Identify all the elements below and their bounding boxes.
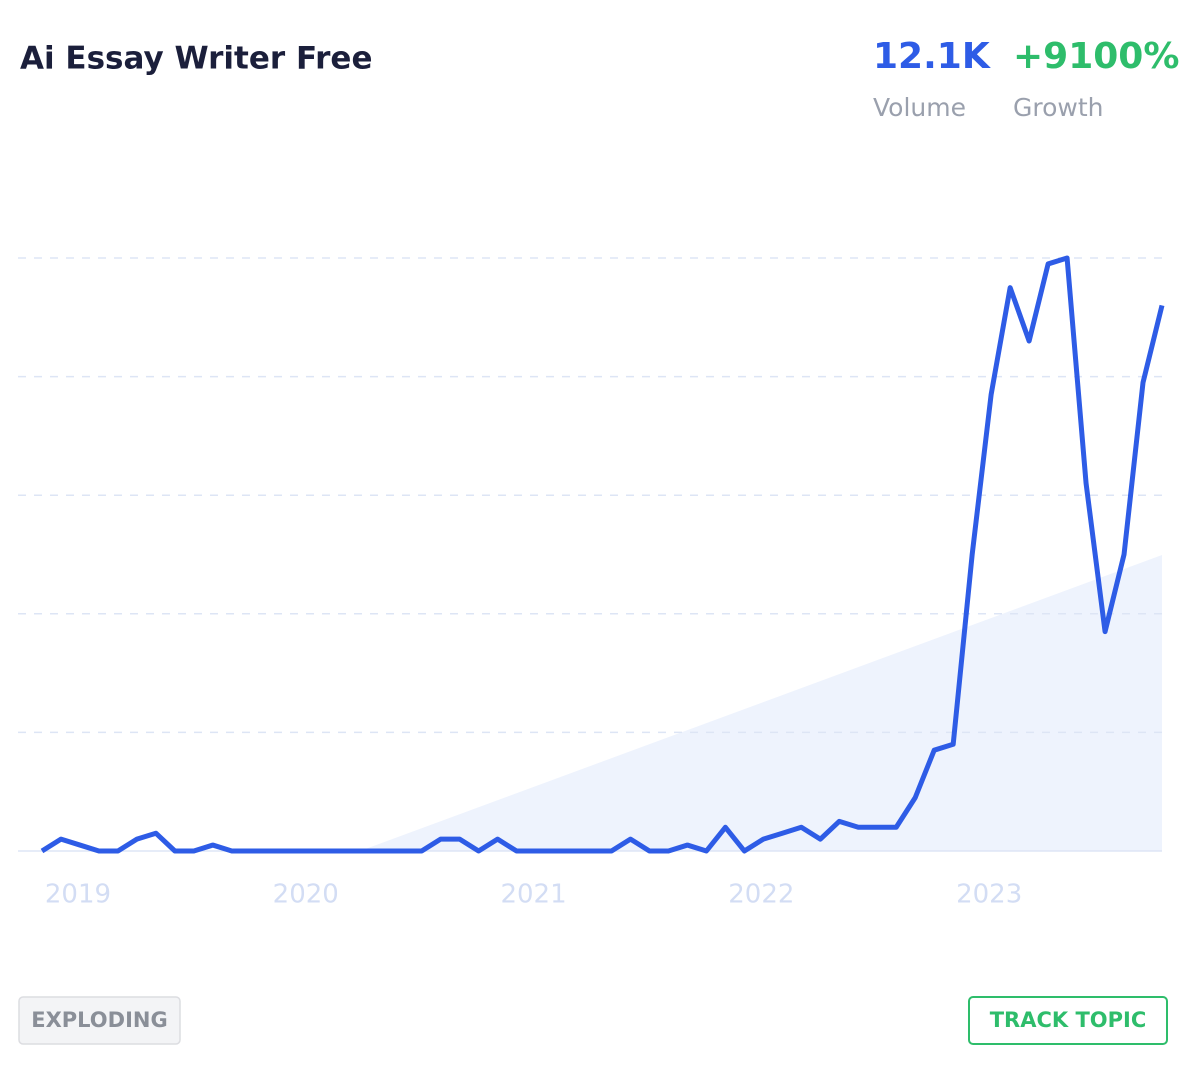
- plot: 2019 2020 2021 2022 2023: [18, 255, 1165, 910]
- trend-area: [360, 555, 1162, 851]
- trend-line: [40, 255, 1165, 854]
- stat-label: Growth: [1013, 93, 1104, 122]
- exploding-badge[interactable]: EXPLODING: [18, 996, 181, 1045]
- badge-box[interactable]: [18, 996, 181, 1045]
- title: Ai Essay Writer Free: [20, 41, 372, 77]
- x-tick-label: 2023: [956, 880, 1022, 910]
- track-topic-button[interactable]: TRACK TOPIC: [968, 996, 1168, 1045]
- x-tick-label: 2022: [728, 880, 794, 910]
- x-tick-label: 2019: [45, 880, 111, 910]
- button-box[interactable]: [968, 996, 1168, 1045]
- stat-value: 12.1K: [873, 36, 991, 77]
- x-tick-label: 2020: [273, 880, 339, 910]
- x-tick-label: 2021: [500, 880, 566, 910]
- stat-value: +9100%: [1013, 36, 1179, 77]
- button-text[interactable]: TRACK TOPIC: [990, 1008, 1147, 1032]
- badge-text[interactable]: EXPLODING: [31, 1008, 167, 1032]
- stat-label: Volume: [873, 93, 966, 122]
